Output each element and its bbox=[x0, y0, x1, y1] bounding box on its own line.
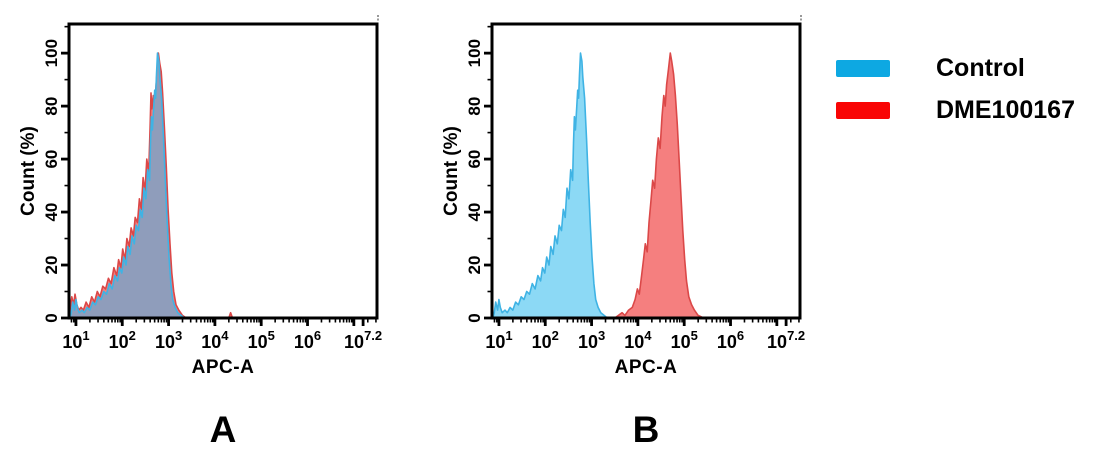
legend-swatch-dme100167 bbox=[836, 102, 890, 119]
legend-label-dme100167: DME100167 bbox=[936, 96, 1075, 124]
legend-swatch-control bbox=[836, 60, 890, 77]
x-tick-label: 103 bbox=[155, 328, 182, 352]
panel-b-plot: 0 20 40 60 80 100 101 102 103 104 105 106 107.2 Count… bbox=[441, 15, 805, 450]
legend-label-control: Control bbox=[936, 54, 1025, 82]
x-tick-label: 103 bbox=[578, 328, 605, 352]
x-tick-label: 106 bbox=[717, 328, 744, 352]
series-control bbox=[69, 52, 186, 319]
panel-letter: A bbox=[210, 409, 237, 450]
x-tick-label: 101 bbox=[62, 328, 89, 352]
y-tick-label: 60 bbox=[42, 150, 61, 169]
y-axis-title: Count (%) bbox=[18, 126, 39, 216]
y-tick-label: 100 bbox=[465, 39, 484, 67]
plot-frame bbox=[67, 22, 379, 320]
y-tick-label: 20 bbox=[465, 256, 484, 275]
plot-frame bbox=[490, 22, 802, 320]
y-tick-label: 20 bbox=[42, 256, 61, 275]
x-tick-label: 102 bbox=[532, 328, 559, 352]
y-axis-title: Count (%) bbox=[441, 126, 462, 216]
panel-letter: B bbox=[633, 409, 660, 450]
legend-item-control: Control bbox=[836, 56, 1075, 81]
legend-item-dme100167: DME100167 bbox=[836, 98, 1075, 123]
y-tick-label: 40 bbox=[42, 203, 61, 222]
x-tick-label: 101 bbox=[485, 328, 512, 352]
x-tick-label: 106 bbox=[294, 328, 321, 352]
histogram-series bbox=[68, 52, 234, 319]
x-tick-label: 102 bbox=[109, 328, 136, 352]
series-control bbox=[492, 52, 609, 319]
histogram-series bbox=[492, 52, 705, 319]
y-tick-label: 80 bbox=[465, 97, 484, 116]
y-tick-label: 0 bbox=[465, 313, 484, 322]
x-tick-label: 105 bbox=[671, 328, 698, 352]
y-tick-label: 80 bbox=[42, 97, 61, 116]
series-dme100167 bbox=[613, 52, 705, 319]
x-axis-title: APC-A bbox=[192, 357, 255, 378]
legend: Control DME100167 bbox=[836, 56, 1075, 123]
x-tick-label: 104 bbox=[201, 328, 229, 352]
x-axis-ticks: 101 102 103 104 105 106 107.2 bbox=[62, 318, 382, 352]
x-tick-label: 107.2 bbox=[344, 328, 382, 352]
x-tick-label: 105 bbox=[248, 328, 275, 352]
y-tick-label: 100 bbox=[42, 39, 61, 67]
y-axis-ticks: 0 20 40 60 80 100 bbox=[465, 25, 492, 323]
y-axis-ticks: 0 20 40 60 80 100 bbox=[42, 25, 69, 323]
panel-a-plot: 0 20 40 60 80 100 101 102 103 104 105 106 107.2 Count… bbox=[18, 15, 382, 450]
x-axis-title: APC-A bbox=[615, 357, 678, 378]
x-tick-label: 104 bbox=[624, 328, 652, 352]
x-axis-ticks: 101 102 103 104 105 106 107.2 bbox=[485, 318, 805, 352]
x-tick-label: 107.2 bbox=[767, 328, 805, 352]
y-tick-label: 0 bbox=[42, 313, 61, 322]
y-tick-label: 60 bbox=[465, 150, 484, 169]
y-tick-label: 40 bbox=[465, 203, 484, 222]
